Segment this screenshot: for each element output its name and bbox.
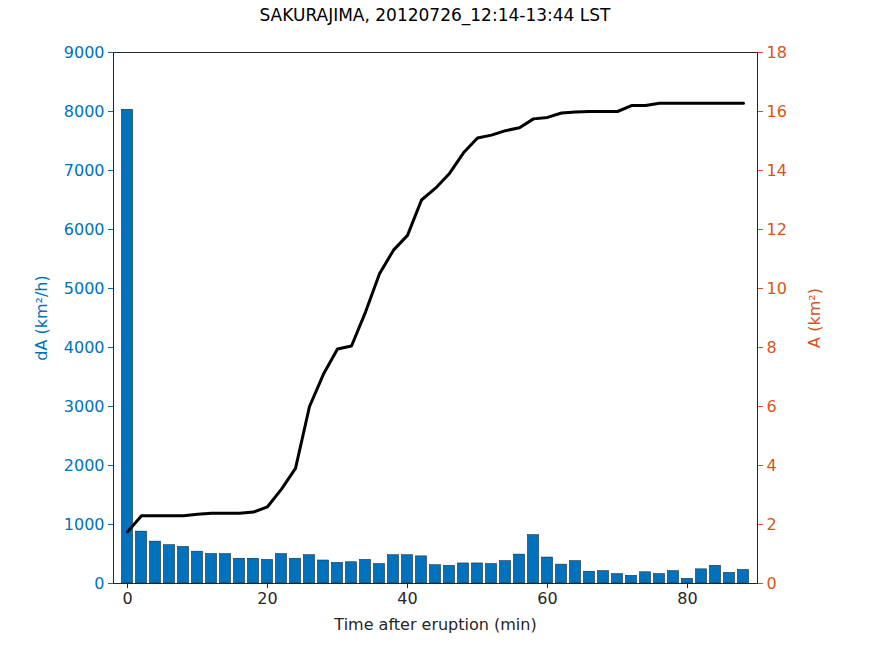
svg-text:5000: 5000 (64, 279, 105, 298)
svg-text:60: 60 (537, 589, 557, 608)
svg-text:4: 4 (767, 456, 777, 475)
svg-text:80: 80 (677, 589, 697, 608)
svg-text:12: 12 (767, 220, 787, 239)
svg-text:6: 6 (767, 397, 777, 416)
svg-text:1000: 1000 (64, 515, 105, 534)
svg-text:16: 16 (767, 102, 787, 121)
svg-text:4000: 4000 (64, 338, 105, 357)
svg-text:14: 14 (767, 161, 787, 180)
svg-text:20: 20 (257, 589, 277, 608)
svg-text:8: 8 (767, 338, 777, 357)
svg-text:8000: 8000 (64, 102, 105, 121)
html-text:SAKURAJIMA, 20120726_12:14-13:: SAKURAJIMA, 20120726_12:14-13:44 LST (259, 5, 611, 25)
svg-text:18: 18 (767, 43, 787, 62)
svg-text:dA (km²/h): dA (km²/h) (32, 275, 51, 360)
svg-text:0: 0 (122, 589, 132, 608)
svg-text:40: 40 (397, 589, 417, 608)
svg-text:0: 0 (94, 574, 104, 593)
svg-text:3000: 3000 (64, 397, 105, 416)
svg-text:2: 2 (767, 515, 777, 534)
svg-text:2000: 2000 (64, 456, 105, 475)
svg-text:6000: 6000 (64, 220, 105, 239)
svg-text:9000: 9000 (64, 43, 105, 62)
svg-text:10: 10 (767, 279, 787, 298)
svg-text:7000: 7000 (64, 161, 105, 180)
svg-text:A (km²): A (km²) (805, 288, 824, 348)
svg-text:Time after eruption (min): Time after eruption (min) (333, 615, 536, 634)
svg-text:0: 0 (767, 574, 777, 593)
